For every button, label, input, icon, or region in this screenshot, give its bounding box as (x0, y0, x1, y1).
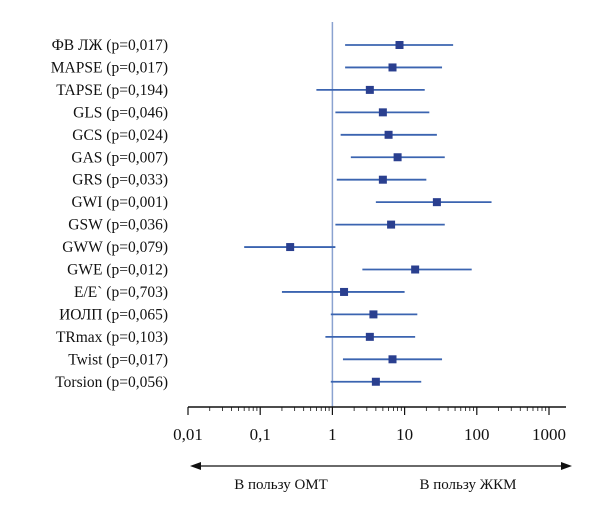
estimate-marker (387, 220, 396, 229)
forest-row: GAS (p=0,007) (71, 149, 445, 166)
row-label: Twist (p=0,017) (68, 351, 168, 368)
estimate-marker (411, 265, 420, 274)
forest-row: ИОЛП (p=0,065) (59, 306, 418, 323)
estimate-marker (378, 175, 387, 184)
estimate-marker (384, 130, 393, 139)
estimate-marker (371, 377, 380, 386)
forest-row: TAPSE (p=0,194) (56, 82, 425, 99)
estimate-marker (340, 287, 349, 296)
row-label: GCS (p=0,024) (72, 127, 168, 144)
forest-row: GWE (p=0,012) (67, 262, 472, 279)
row-label: GLS (p=0,046) (73, 104, 168, 121)
forest-row: Torsion (p=0,056) (55, 374, 422, 391)
row-label: GWW (p=0,079) (62, 239, 168, 256)
forest-row: GCS (p=0,024) (72, 127, 437, 144)
row-label: GRS (p=0,033) (72, 172, 168, 189)
forest-row: E/E` (p=0,703) (74, 284, 405, 301)
estimate-marker (365, 85, 374, 94)
x-axis: 0,01 0,1 1 10 100 1000 (173, 406, 566, 444)
row-label: GWE (p=0,012) (67, 262, 168, 279)
estimate-marker (369, 310, 378, 319)
estimate-marker (286, 243, 295, 252)
direction-label-right: В пользу ЖКМ (419, 477, 516, 493)
row-label: E/E` (p=0,703) (74, 284, 168, 301)
forest-row: GLS (p=0,046) (73, 104, 430, 121)
estimate-marker (378, 108, 387, 117)
row-label: GAS (p=0,007) (71, 149, 168, 166)
estimate-marker (388, 63, 397, 72)
row-label: GSW (p=0,036) (68, 217, 168, 234)
tick-label: 1 (328, 425, 337, 444)
arrow-left-icon (190, 462, 201, 470)
direction-label-left: В пользу ОМТ (234, 477, 328, 493)
tick-label: 10 (396, 425, 413, 444)
arrow-right-icon (561, 462, 572, 470)
tick-label: 100 (464, 425, 490, 444)
row-label: TAPSE (p=0,194) (56, 82, 168, 99)
estimate-marker (395, 41, 404, 49)
forest-row: GWI (p=0,001) (71, 194, 492, 211)
row-label: MAPSE (p=0,017) (51, 59, 168, 76)
direction-arrows: В пользу ОМТ В пользу ЖКМ (190, 462, 572, 493)
forest-row: GRS (p=0,033) (72, 172, 427, 189)
tick-label: 1000 (532, 425, 566, 444)
tick-label: 0,1 (250, 425, 271, 444)
forest-row: MAPSE (p=0,017) (51, 59, 443, 76)
estimate-marker (365, 332, 374, 341)
estimate-marker (393, 153, 402, 162)
row-label: GWI (p=0,001) (71, 194, 168, 211)
row-label: ИОЛП (p=0,065) (59, 306, 168, 323)
forest-row: GWW (p=0,079) (62, 239, 336, 256)
estimate-marker (432, 198, 441, 207)
forest-row: GSW (p=0,036) (68, 217, 445, 234)
row-label: Torsion (p=0,056) (55, 374, 168, 391)
tick-label: 0,01 (173, 425, 203, 444)
row-label: ФВ ЛЖ (p=0,017) (52, 37, 168, 54)
forest-row: Twist (p=0,017) (68, 351, 443, 368)
forest-row: TRmax (p=0,103) (56, 329, 416, 346)
row-label: TRmax (p=0,103) (56, 329, 168, 346)
rows-layer: ФВ ЛЖ (p=0,017) MAPSE (p=0,017) TAPSE (p=0… (51, 37, 492, 391)
estimate-marker (388, 355, 397, 364)
forest-row: ФВ ЛЖ (p=0,017) (52, 37, 454, 54)
